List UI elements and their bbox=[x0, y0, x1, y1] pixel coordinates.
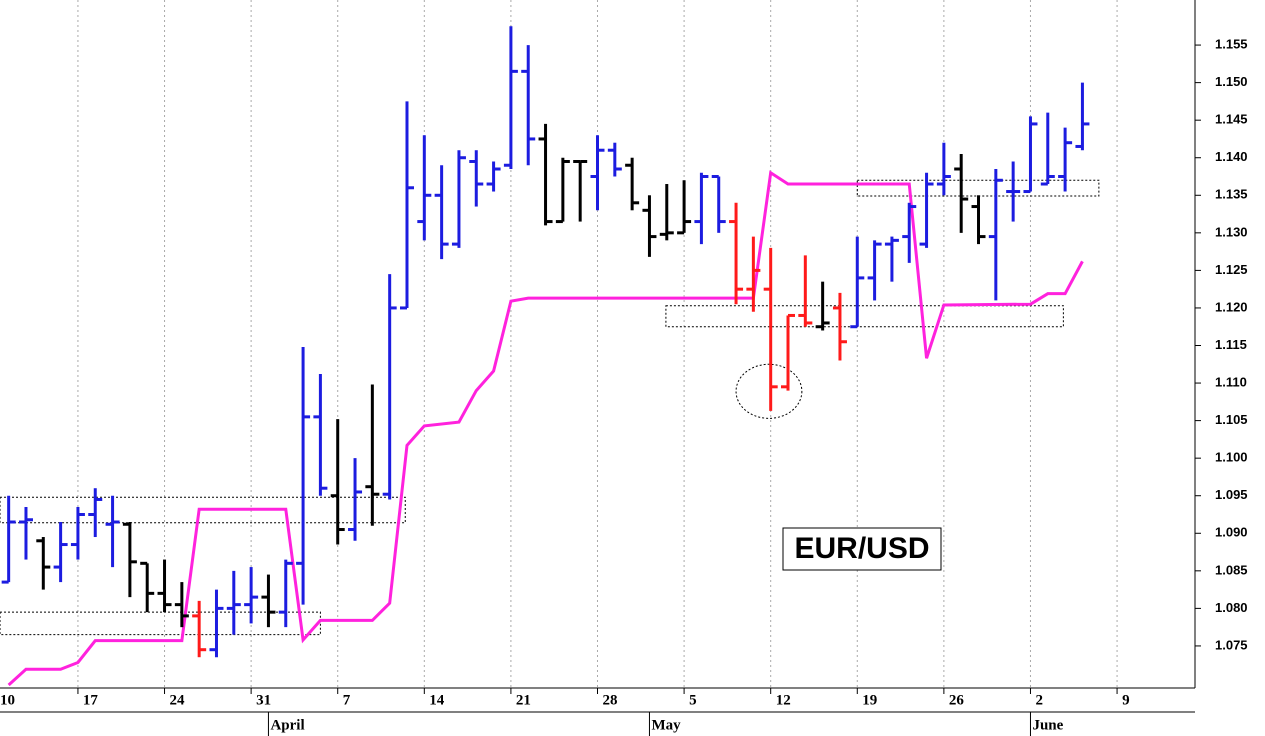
y-tick-label: 1.155 bbox=[1215, 37, 1248, 52]
zone bbox=[0, 496, 406, 524]
month-label: June bbox=[1032, 717, 1063, 733]
month-label: April bbox=[270, 717, 304, 733]
month-label: May bbox=[651, 717, 681, 733]
y-tick-label: 1.100 bbox=[1215, 450, 1248, 465]
x-tick-label: 31 bbox=[256, 692, 271, 708]
y-tick-label: 1.150 bbox=[1215, 74, 1248, 89]
plot-area bbox=[0, 0, 1118, 688]
x-tick-label: 9 bbox=[1122, 692, 1130, 708]
x-tick-label: 10 bbox=[0, 692, 15, 708]
x-tick-label: 28 bbox=[603, 692, 618, 708]
y-tick-label: 1.095 bbox=[1215, 487, 1248, 502]
chart-title: EUR/USD bbox=[794, 532, 929, 565]
x-tick-label: 12 bbox=[776, 692, 791, 708]
indicator-line bbox=[7, 170, 1084, 687]
highlight-ellipse bbox=[735, 363, 803, 419]
x-tick-label: 26 bbox=[949, 692, 965, 708]
y-tick-label: 1.140 bbox=[1215, 149, 1248, 164]
title-box bbox=[782, 527, 942, 571]
y-tick-label: 1.110 bbox=[1215, 374, 1247, 389]
x-tick-label: 7 bbox=[343, 692, 351, 708]
y-tick-label: 1.145 bbox=[1215, 112, 1248, 127]
y-tick-label: 1.090 bbox=[1215, 525, 1248, 540]
x-tick-label: 2 bbox=[1035, 692, 1043, 708]
y-tick-label: 1.130 bbox=[1215, 224, 1248, 239]
y-tick-label: 1.135 bbox=[1215, 187, 1248, 202]
x-tick-label: 21 bbox=[516, 692, 531, 708]
zone bbox=[0, 611, 321, 636]
y-tick-label: 1.085 bbox=[1215, 562, 1248, 577]
y-tick-label: 1.120 bbox=[1215, 299, 1248, 314]
x-tick-label: 14 bbox=[429, 692, 445, 708]
x-tick-label: 19 bbox=[862, 692, 877, 708]
x-tick-label: 5 bbox=[689, 692, 697, 708]
y-tick-label: 1.080 bbox=[1215, 600, 1248, 615]
zone bbox=[856, 179, 1100, 197]
y-tick-label: 1.125 bbox=[1215, 262, 1248, 277]
x-tick-label: 17 bbox=[83, 692, 99, 708]
zone bbox=[665, 305, 1064, 328]
y-tick-label: 1.075 bbox=[1215, 637, 1248, 652]
x-tick-label: 24 bbox=[170, 692, 186, 708]
y-tick-label: 1.105 bbox=[1215, 412, 1248, 427]
y-tick-label: 1.115 bbox=[1215, 337, 1247, 352]
